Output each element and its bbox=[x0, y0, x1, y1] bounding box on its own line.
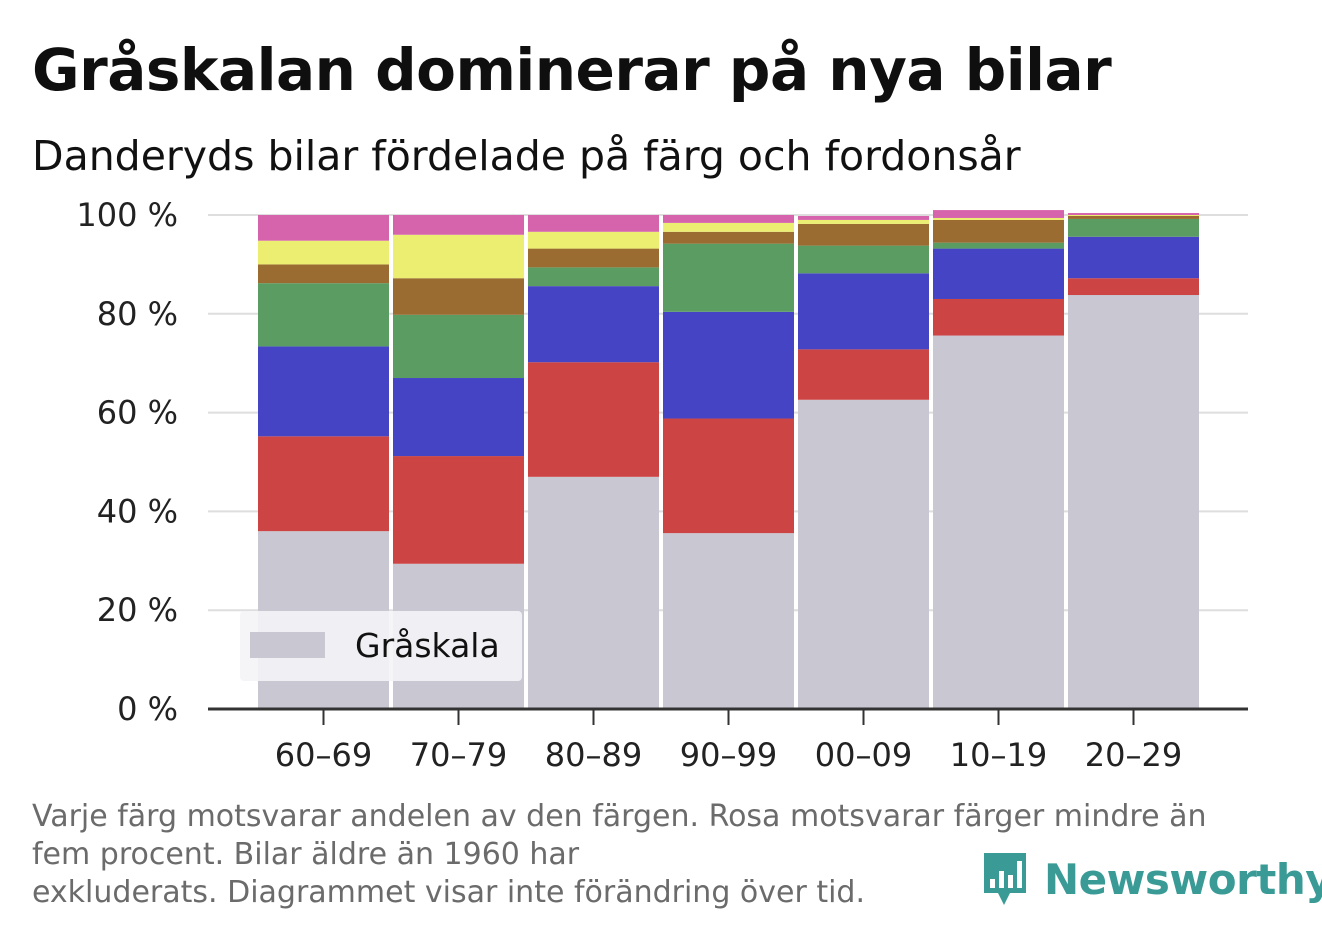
bar-segment bbox=[798, 245, 929, 274]
bar-segment bbox=[1068, 215, 1199, 216]
x-tick-label: 20–29 bbox=[1085, 736, 1182, 774]
bar-segment bbox=[1068, 213, 1199, 215]
bar-segment bbox=[663, 231, 794, 244]
footnote: Varje färg motsvarar andelen av den färg… bbox=[32, 798, 1272, 912]
y-tick-label: 20 % bbox=[97, 591, 178, 629]
y-tick-label: 80 % bbox=[97, 295, 178, 333]
bar-segment bbox=[393, 378, 524, 457]
bar-segment bbox=[258, 215, 389, 241]
bar-segment bbox=[1068, 218, 1199, 237]
x-tick-label: 60–69 bbox=[275, 736, 372, 774]
legend-label: Gråskala bbox=[355, 626, 500, 665]
bar-segment bbox=[663, 418, 794, 534]
bar-segment bbox=[1068, 278, 1199, 296]
bar-segment bbox=[933, 242, 1064, 249]
brand-name: Newsworthy bbox=[1044, 854, 1322, 904]
bar-segment bbox=[933, 248, 1064, 299]
newsworthy-logo-icon bbox=[984, 853, 1026, 905]
bar-segment bbox=[798, 399, 929, 709]
stacked-bar-chart: 0 % 20 % 40 % 60 % 80 % 100 % 60–69 70–79 80–89 9… bbox=[76, 196, 1248, 774]
brand-logo: Newsworthy bbox=[980, 848, 1322, 910]
x-tick-label: 90–99 bbox=[680, 736, 777, 774]
x-tick-label: 80–89 bbox=[545, 736, 642, 774]
legend: Gråskala bbox=[240, 611, 522, 681]
bar-segment bbox=[528, 215, 659, 232]
y-tick-label: 100 % bbox=[76, 196, 178, 234]
bar-segment bbox=[258, 346, 389, 437]
axes: 0 % 20 % 40 % 60 % 80 % 100 % 60–69 70–79 80–89 9… bbox=[76, 196, 1248, 774]
bar-segment bbox=[798, 219, 929, 224]
bar-segment bbox=[528, 248, 659, 268]
bar-segment bbox=[393, 215, 524, 235]
x-tick-label: 00–09 bbox=[815, 736, 912, 774]
bar-segment bbox=[258, 283, 389, 347]
footnote-line: fem procent. Bilar äldre än 1960 har bbox=[32, 837, 580, 872]
bar-segment bbox=[258, 240, 389, 265]
y-tick-label: 0 % bbox=[117, 690, 178, 728]
bar-segment bbox=[798, 273, 929, 350]
bar-segment bbox=[798, 223, 929, 246]
bar-segment bbox=[933, 298, 1064, 336]
bar-segment bbox=[663, 222, 794, 232]
bar-segment bbox=[528, 286, 659, 363]
bar-segment bbox=[528, 267, 659, 287]
bar-segment bbox=[528, 362, 659, 477]
bar-segment bbox=[258, 436, 389, 532]
footnote-line: exkluderats. Diagrammet visar inte förän… bbox=[32, 875, 866, 910]
y-tick-label: 40 % bbox=[97, 492, 178, 530]
bar-segment bbox=[258, 264, 389, 284]
footnote-line: Varje färg motsvarar andelen av den färg… bbox=[32, 799, 1207, 834]
bar-segment bbox=[528, 231, 659, 249]
bar-segment bbox=[393, 456, 524, 564]
bar-segment bbox=[1068, 215, 1199, 219]
bar-segment bbox=[798, 349, 929, 400]
bar-segment bbox=[663, 243, 794, 312]
x-tick-label: 10–19 bbox=[950, 736, 1047, 774]
bar-segment bbox=[393, 314, 524, 379]
bar-segment bbox=[393, 234, 524, 279]
legend-box bbox=[240, 611, 522, 681]
bar-segment bbox=[393, 278, 524, 315]
bar-segment bbox=[663, 215, 794, 223]
bar-segment bbox=[798, 215, 929, 220]
y-tick-label: 60 % bbox=[97, 394, 178, 432]
x-tick-label: 70–79 bbox=[410, 736, 507, 774]
bar-segment bbox=[528, 476, 659, 709]
bar-segment bbox=[1068, 236, 1199, 279]
bar-segment bbox=[663, 533, 794, 709]
chart-subtitle: Danderyds bilar fördelade på färg och fo… bbox=[32, 132, 1021, 180]
bar-segment bbox=[933, 219, 1064, 243]
bar-segment bbox=[933, 217, 1064, 220]
bar-segment bbox=[1068, 295, 1199, 709]
chart-title: Gråskalan dominerar på nya bilar bbox=[32, 36, 1112, 104]
bar-segment bbox=[933, 210, 1064, 218]
bar-segment bbox=[663, 311, 794, 419]
bar-segment bbox=[933, 335, 1064, 709]
legend-swatch bbox=[250, 632, 325, 658]
